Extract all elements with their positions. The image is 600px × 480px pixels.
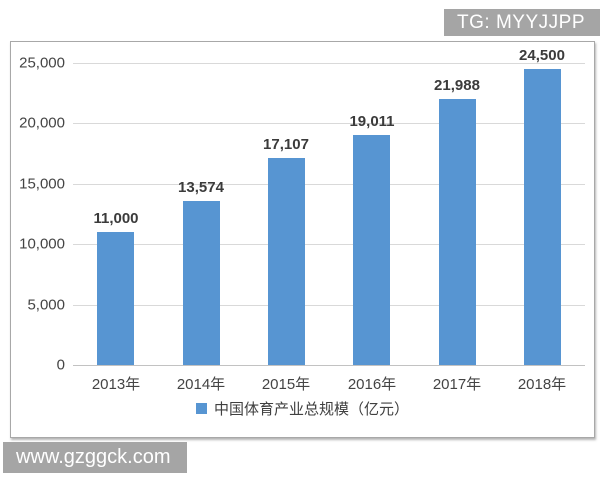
y-tick-label: 5,000 <box>27 296 65 314</box>
gridline <box>73 244 585 245</box>
bar <box>268 158 305 365</box>
bar-value-label: 21,988 <box>434 77 480 94</box>
telegram-badge: TG: MYYJJPP <box>444 9 600 36</box>
y-tick-label: 0 <box>56 356 65 374</box>
bar <box>353 135 390 365</box>
y-tick-label: 15,000 <box>19 175 65 193</box>
x-tick-label: 2018年 <box>517 376 567 393</box>
legend: 中国体育产业总规模（亿元） <box>11 398 594 419</box>
legend-label: 中国体育产业总规模（亿元） <box>213 401 409 418</box>
bar <box>439 99 476 365</box>
plot-area: 11,000 13,574 17,107 19,011 21,988 24,500 <box>73 47 585 366</box>
bar-value-label: 11,000 <box>93 210 139 227</box>
y-tick-label: 10,000 <box>19 235 65 253</box>
x-tick-label: 2015年 <box>261 376 311 393</box>
chart-frame: 0 5,000 10,000 15,000 20,000 25,000 11,000 13,… <box>10 41 595 438</box>
y-axis-labels: 0 5,000 10,000 15,000 20,000 25,000 <box>11 55 65 374</box>
x-tick-label: 2017年 <box>432 376 482 393</box>
bar-value-label: 19,011 <box>349 113 395 130</box>
x-axis-labels: 2013年 2014年 2015年 2016年 2017年 2018年 <box>73 373 585 393</box>
bar <box>97 232 134 365</box>
legend-marker-icon <box>195 403 207 414</box>
x-axis-line <box>73 365 585 366</box>
gridline <box>73 123 585 124</box>
bar-value-label: 24,500 <box>519 47 565 64</box>
bar-value-label: 17,107 <box>263 136 309 153</box>
y-tick-label: 25,000 <box>19 54 65 72</box>
watermark: www.gzggck.com <box>3 442 187 473</box>
x-tick-label: 2014年 <box>176 376 226 393</box>
bar-value-label: 13,574 <box>178 179 224 196</box>
x-tick-label: 2016年 <box>347 376 397 393</box>
y-tick-label: 20,000 <box>19 114 65 132</box>
x-tick-label: 2013年 <box>91 376 141 393</box>
gridline <box>73 63 585 64</box>
bar <box>183 201 220 365</box>
gridline <box>73 305 585 306</box>
bar <box>524 69 561 365</box>
gridline <box>73 184 585 185</box>
